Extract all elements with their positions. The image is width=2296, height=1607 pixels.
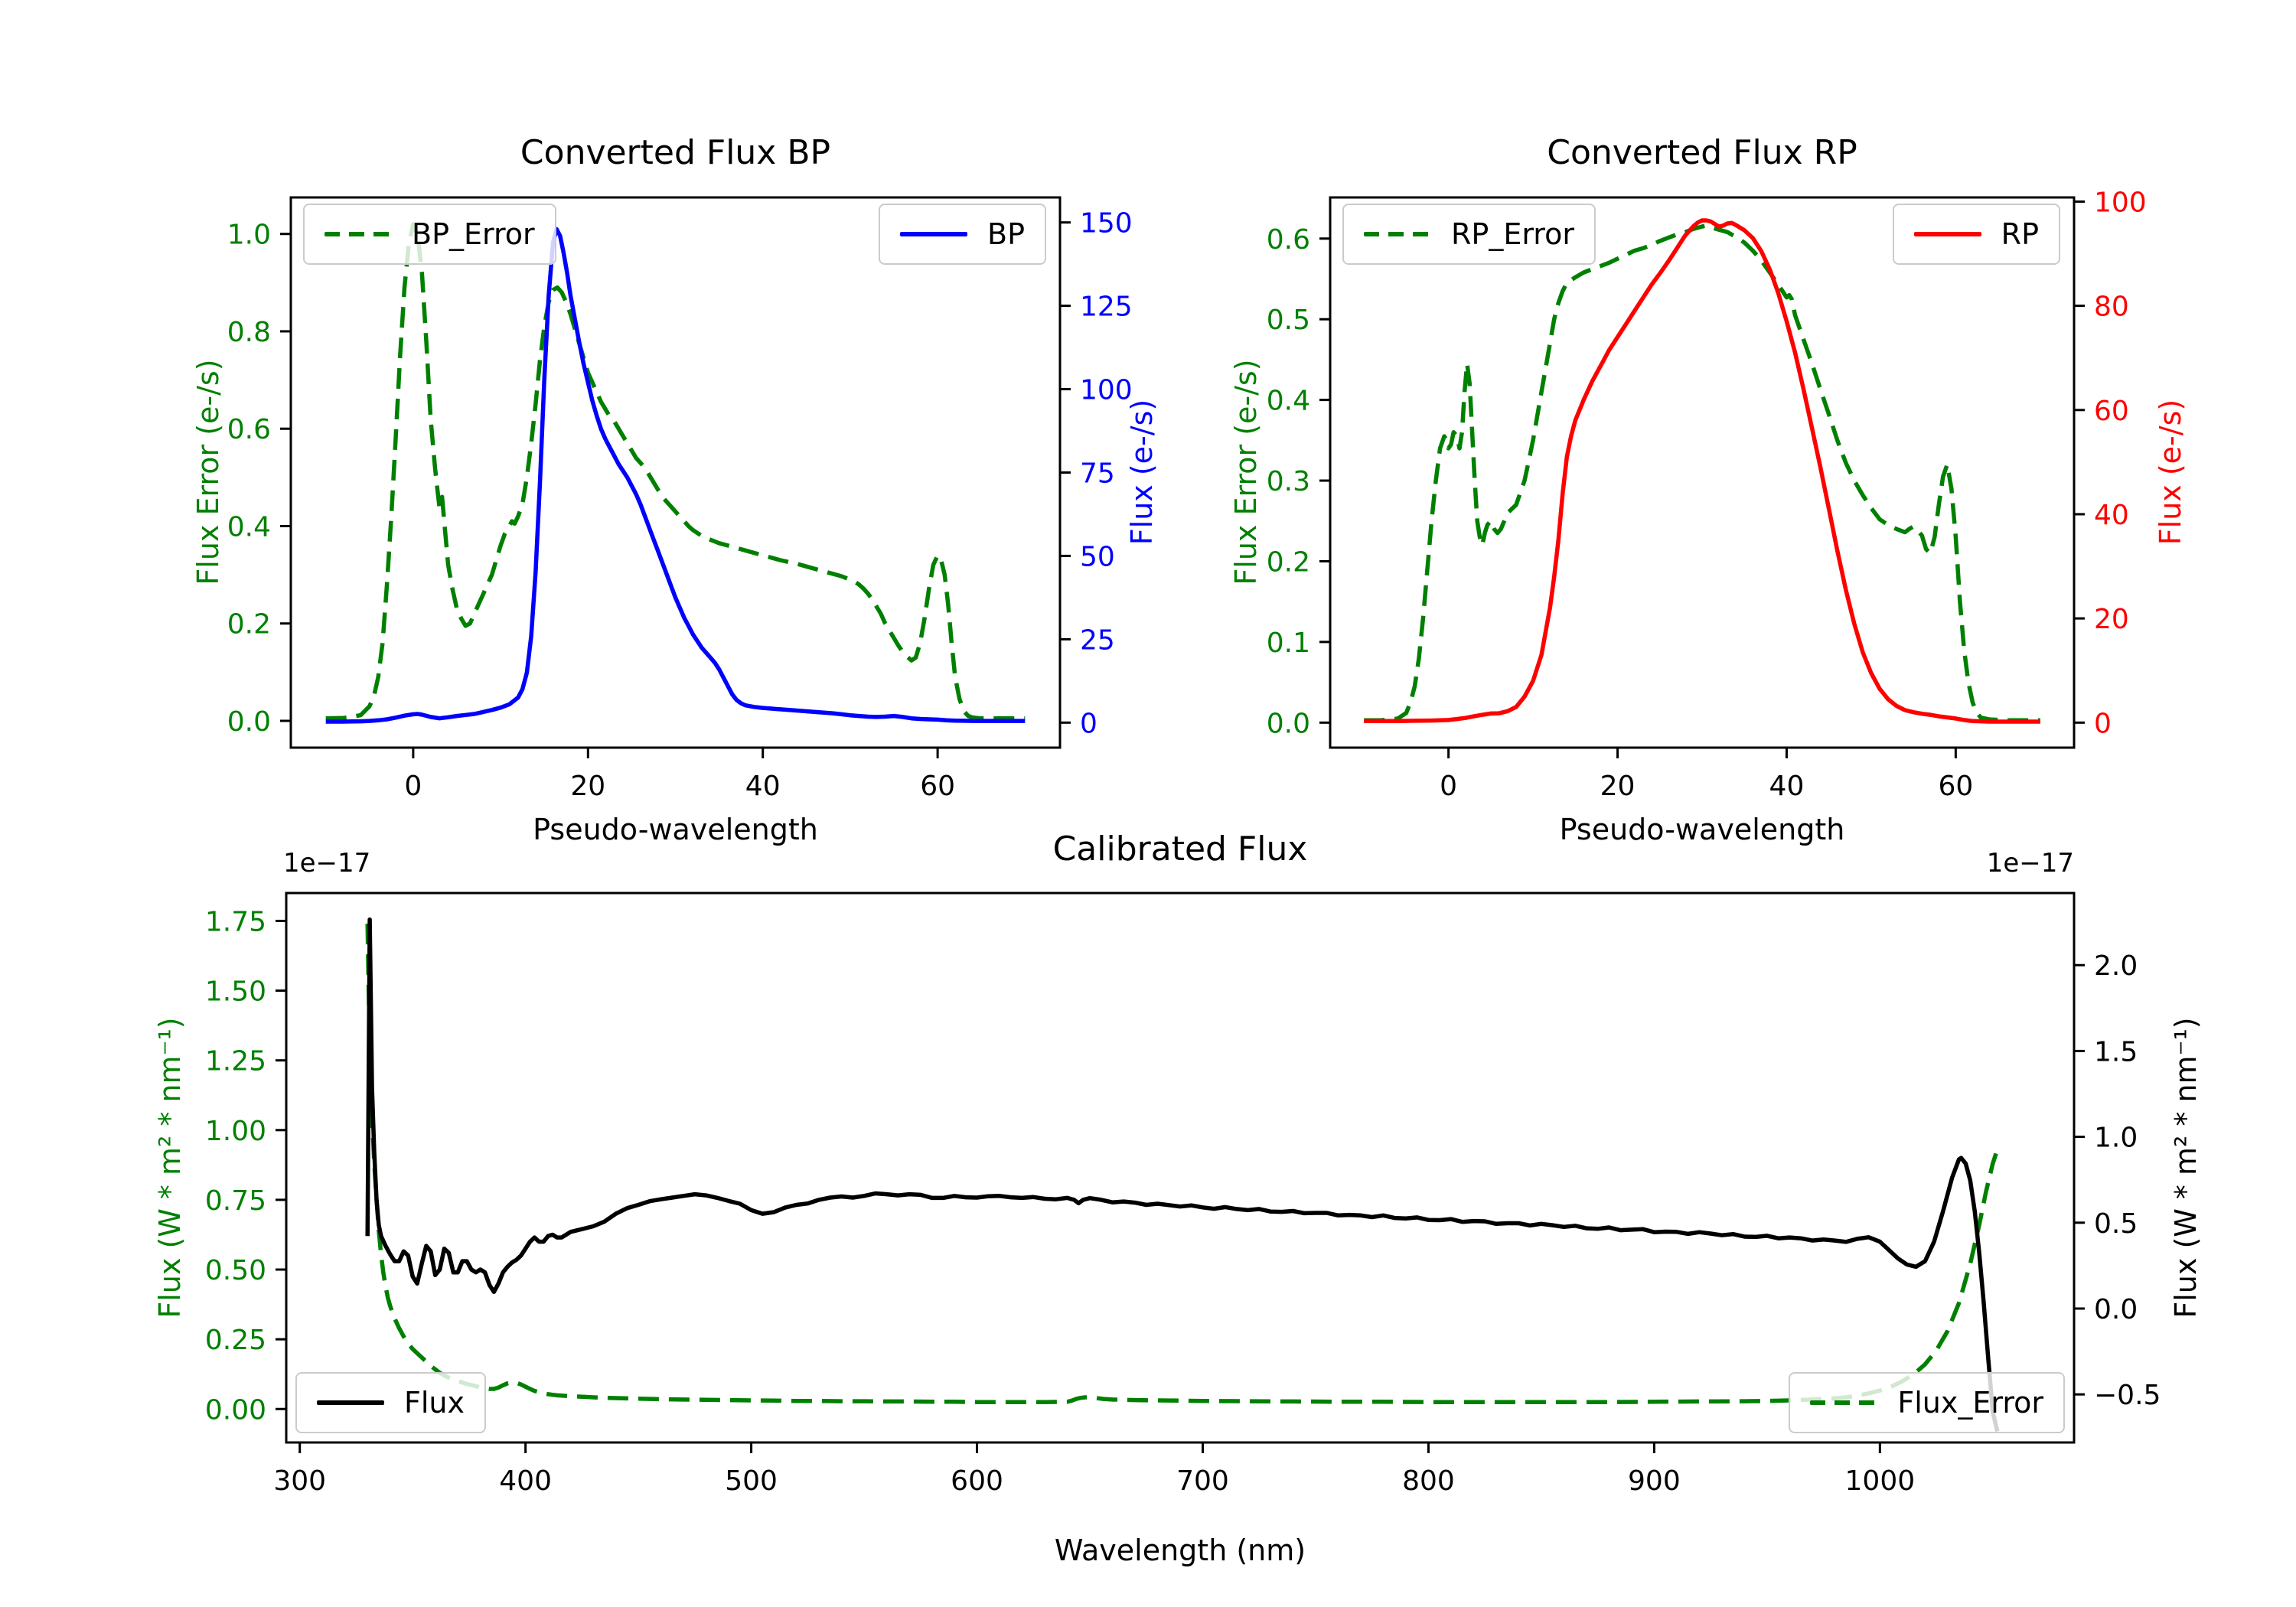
cal-x-tick-label: 400: [499, 1465, 552, 1497]
bp-left-tick-label: 0.2: [227, 609, 271, 641]
cal-left-tick-label: 0.00: [205, 1394, 266, 1426]
rp-error-legend-label: RP_Error: [1451, 217, 1574, 251]
cal-x-tick-label: 700: [1176, 1465, 1229, 1497]
bp-error-legend-line-icon: [325, 232, 392, 236]
bp-error-legend-label: BP_Error: [412, 217, 535, 251]
rp-left-tick-label: 0.0: [1267, 708, 1310, 739]
cal-right-tick-label: −0.5: [2094, 1380, 2161, 1411]
calibrated-right-yaxis-label: Flux (W * m² * nm⁻¹): [2169, 1017, 2203, 1319]
calibrated-left-offset-text: 1e−17: [283, 848, 371, 878]
flux-legend-label: Flux: [404, 1386, 465, 1420]
cal-x-tick-label: 900: [1628, 1465, 1681, 1497]
bp-right-tick-label: 125: [1080, 292, 1133, 323]
rp-legend-label: RP: [2001, 217, 2039, 251]
cal-x-tick-label: 600: [951, 1465, 1003, 1497]
cal-left-tick-label: 0.75: [205, 1185, 266, 1217]
cal-x-tick-label: 300: [273, 1465, 326, 1497]
rp-right-yaxis-label: Flux (e-/s): [2154, 399, 2187, 546]
bp-legend-label: BP: [987, 217, 1025, 251]
rp-error-legend-line-icon: [1364, 232, 1431, 236]
bp-left-tick-label: 1.0: [227, 220, 271, 251]
flux-legend-line-icon: [317, 1400, 384, 1405]
rp-x-tick-label: 60: [1938, 771, 1973, 802]
bp-left-tick-label: 0.4: [227, 511, 271, 543]
flux-error-legend: Flux_Error: [1789, 1372, 2065, 1433]
cal-left-tick-label: 1.00: [205, 1116, 266, 1147]
cal-right-tick-label: 1.5: [2094, 1036, 2138, 1068]
rp-left-tick-label: 0.6: [1267, 224, 1310, 256]
rp-error-legend: RP_Error: [1342, 204, 1596, 265]
rp-plot-frame: [1329, 196, 2076, 749]
bp-plot-title: Converted Flux BP: [520, 133, 831, 172]
rp-legend: RP: [1892, 204, 2060, 265]
bp-error-legend: BP_Error: [303, 204, 556, 265]
bp-series-BP_Error: [325, 222, 1026, 721]
rp-series-RP_Error: [1364, 223, 2040, 722]
cal-left-tick-label: 1.75: [205, 906, 266, 937]
bp-left-tick-label: 0.6: [227, 414, 271, 445]
rp-right-tick-label: 0: [2094, 708, 2112, 739]
rp-legend-line-icon: [1913, 232, 1981, 236]
bp-right-tick-label: 50: [1080, 541, 1115, 572]
calibrated-right-offset-text: 1e−17: [1986, 848, 2074, 878]
rp-left-tick-label: 0.3: [1267, 466, 1310, 497]
rp-left-tick-label: 0.5: [1267, 305, 1310, 336]
cal-x-tick-label: 500: [725, 1465, 778, 1497]
calibrated-xaxis-label: Wavelength (nm): [1054, 1534, 1306, 1567]
rp-x-tick-label: 40: [1769, 771, 1805, 802]
cal-left-tick-label: 1.25: [205, 1046, 266, 1077]
cal-right-tick-label: 0.5: [2094, 1208, 2138, 1240]
cal-plot-frame: [285, 892, 2076, 1444]
cal-x-tick-label: 1000: [1845, 1465, 1916, 1497]
bp-x-tick-label: 20: [570, 771, 605, 802]
bp-right-yaxis-label: Flux (e-/s): [1125, 399, 1159, 546]
bp-left-yaxis-label: Flux Error (e-/s): [191, 359, 225, 585]
flux-legend: Flux: [295, 1372, 486, 1433]
rp-right-tick-label: 80: [2094, 292, 2129, 323]
flux-error-legend-line-icon: [1810, 1400, 1878, 1405]
bp-left-tick-label: 0.0: [227, 706, 271, 738]
rp-right-tick-label: 60: [2094, 396, 2129, 427]
cal-series-Flux_Error: [365, 924, 2000, 1404]
rp-left-tick-label: 0.4: [1267, 386, 1310, 417]
bp-right-tick-label: 100: [1080, 375, 1133, 406]
rp-left-tick-label: 0.1: [1267, 627, 1310, 659]
rp-plot-title: Converted Flux RP: [1547, 133, 1857, 172]
cal-right-tick-label: 1.0: [2094, 1123, 2138, 1154]
rp-left-tick-label: 0.2: [1267, 546, 1310, 578]
calibrated-left-yaxis-label: Flux (W * m² * nm⁻¹): [153, 1017, 187, 1319]
bp-x-tick-label: 0: [404, 771, 422, 802]
cal-series-Flux: [365, 917, 2000, 1433]
cal-left-tick-label: 1.50: [205, 976, 266, 1008]
bp-left-tick-label: 0.8: [227, 317, 271, 348]
bp-x-tick-label: 60: [920, 771, 955, 802]
rp-right-tick-label: 40: [2094, 500, 2129, 531]
bp-right-tick-label: 25: [1080, 624, 1115, 656]
bp-xaxis-label: Pseudo-wavelength: [533, 813, 818, 846]
bp-x-tick-label: 40: [745, 771, 781, 802]
cal-right-tick-label: 2.0: [2094, 950, 2138, 982]
cal-left-tick-label: 0.25: [205, 1325, 266, 1356]
bp-right-tick-label: 75: [1080, 458, 1115, 490]
cal-right-tick-label: 0.0: [2094, 1294, 2138, 1325]
rp-series-RP: [1364, 218, 2040, 724]
rp-left-yaxis-label: Flux Error (e-/s): [1229, 359, 1263, 585]
bp-legend: BP: [879, 204, 1046, 265]
flux-error-legend-label: Flux_Error: [1897, 1386, 2043, 1420]
bp-right-tick-label: 150: [1080, 208, 1133, 240]
bp-right-tick-label: 0: [1080, 708, 1097, 739]
rp-x-tick-label: 0: [1440, 771, 1457, 802]
rp-right-tick-label: 20: [2094, 604, 2129, 635]
bp-legend-line-icon: [900, 232, 968, 236]
calibrated-plot-title: Calibrated Flux: [1052, 830, 1308, 869]
rp-right-tick-label: 100: [2094, 187, 2147, 218]
bp-plot-frame: [289, 196, 1062, 749]
rp-x-tick-label: 20: [1600, 771, 1636, 802]
rp-xaxis-label: Pseudo-wavelength: [1559, 813, 1845, 846]
cal-x-tick-label: 800: [1402, 1465, 1455, 1497]
cal-left-tick-label: 0.50: [205, 1255, 266, 1286]
bp-series-BP: [325, 227, 1026, 724]
